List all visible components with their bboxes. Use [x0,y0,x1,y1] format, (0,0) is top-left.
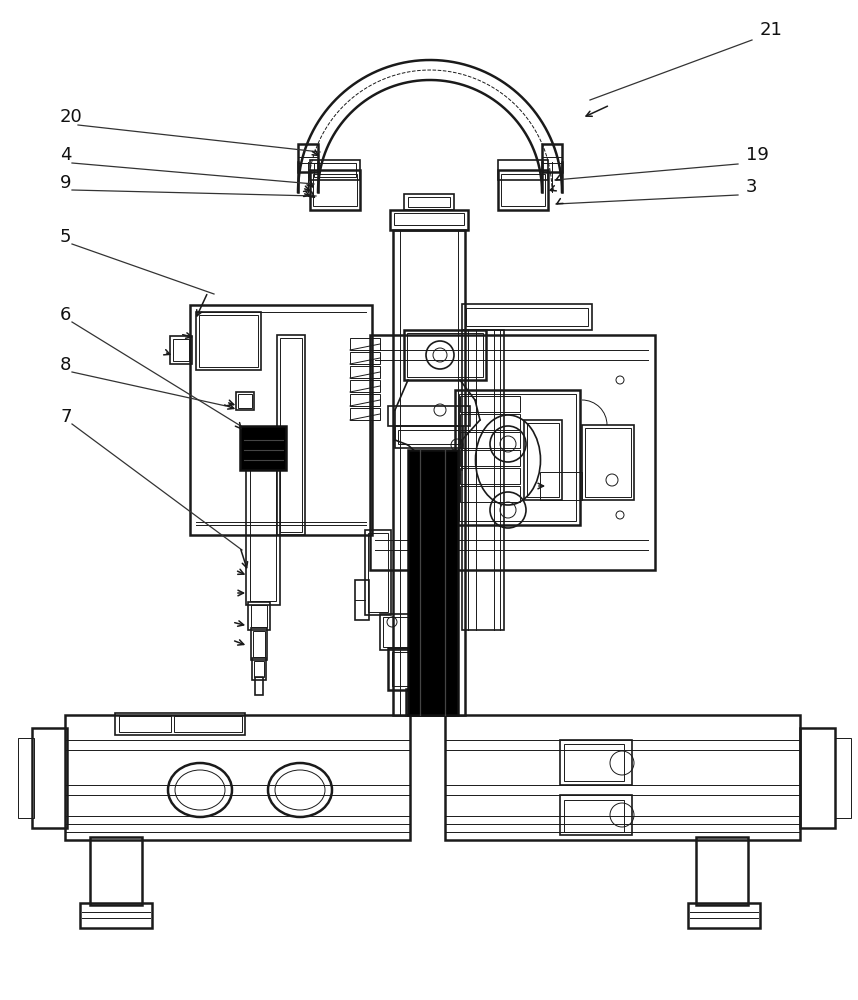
Bar [388,406,470,426]
Bar [466,308,588,326]
Bar [462,330,504,630]
Bar [253,631,265,657]
Bar [170,336,192,364]
Bar [314,163,356,177]
Bar [310,170,360,210]
Text: 6: 6 [60,306,71,324]
Text: 9: 9 [60,174,71,192]
Bar [445,715,800,840]
Text: 8: 8 [60,356,71,374]
Bar [119,716,171,732]
Bar [240,426,286,470]
Bar [560,740,632,785]
Bar [251,628,267,660]
Bar [250,454,276,601]
Bar [498,170,548,210]
Bar [190,305,372,535]
Bar [350,394,380,406]
Bar [560,795,632,835]
Bar [564,744,624,781]
Bar [460,432,520,448]
Bar [368,533,388,612]
Bar [404,194,454,210]
Bar [393,230,465,715]
Text: 20: 20 [60,108,82,126]
Bar [370,335,655,570]
Bar [398,430,460,444]
Bar [501,174,545,206]
Bar [383,617,455,647]
Bar [460,396,520,412]
Bar [564,800,624,832]
Bar [460,468,520,484]
Bar [248,602,270,630]
Bar [174,716,242,732]
Bar [298,144,318,172]
Text: 19: 19 [746,146,769,164]
Bar [350,366,380,378]
Bar [173,339,189,361]
Bar [254,661,264,677]
Text: 4: 4 [60,146,71,164]
Bar [277,335,305,535]
Bar [196,312,261,370]
Bar [246,450,280,605]
Bar [350,380,380,392]
Bar [350,408,380,420]
Bar [252,658,266,680]
Bar [540,472,582,500]
Text: 21: 21 [760,21,782,39]
Bar [280,338,302,532]
Bar [115,713,245,735]
Bar [236,392,254,410]
Bar [585,428,631,497]
Bar [365,530,391,615]
Bar [380,614,458,650]
Bar [80,903,152,928]
Bar [408,197,450,207]
Bar [455,390,580,525]
Bar [350,352,380,364]
Bar [390,210,468,230]
Bar [459,394,576,521]
Bar [409,692,451,712]
Bar [835,738,851,818]
Bar [800,728,835,828]
Bar [688,903,760,928]
Bar [388,648,450,690]
Bar [65,715,410,840]
Text: 5: 5 [60,228,71,246]
Text: 7: 7 [60,408,71,426]
Bar [394,213,464,225]
Bar [313,174,357,206]
Bar [498,160,548,180]
Bar [460,486,520,502]
Bar [462,304,592,330]
Bar [696,837,748,905]
Bar [251,605,267,627]
Bar [238,394,252,408]
Bar [350,338,380,350]
Text: 3: 3 [746,178,758,196]
Bar [255,677,263,695]
Bar [407,333,483,377]
Bar [408,450,458,715]
Bar [582,425,634,500]
Bar [392,652,446,686]
Bar [524,420,562,500]
Bar [199,315,258,367]
Bar [460,450,520,466]
Bar [90,837,142,905]
Bar [310,160,360,180]
Bar [404,330,486,380]
Bar [18,738,34,818]
Bar [527,423,559,497]
Bar [460,414,520,430]
Bar [355,580,369,620]
Bar [395,426,463,448]
Bar [542,144,562,172]
Bar [406,689,454,715]
Bar [32,728,67,828]
